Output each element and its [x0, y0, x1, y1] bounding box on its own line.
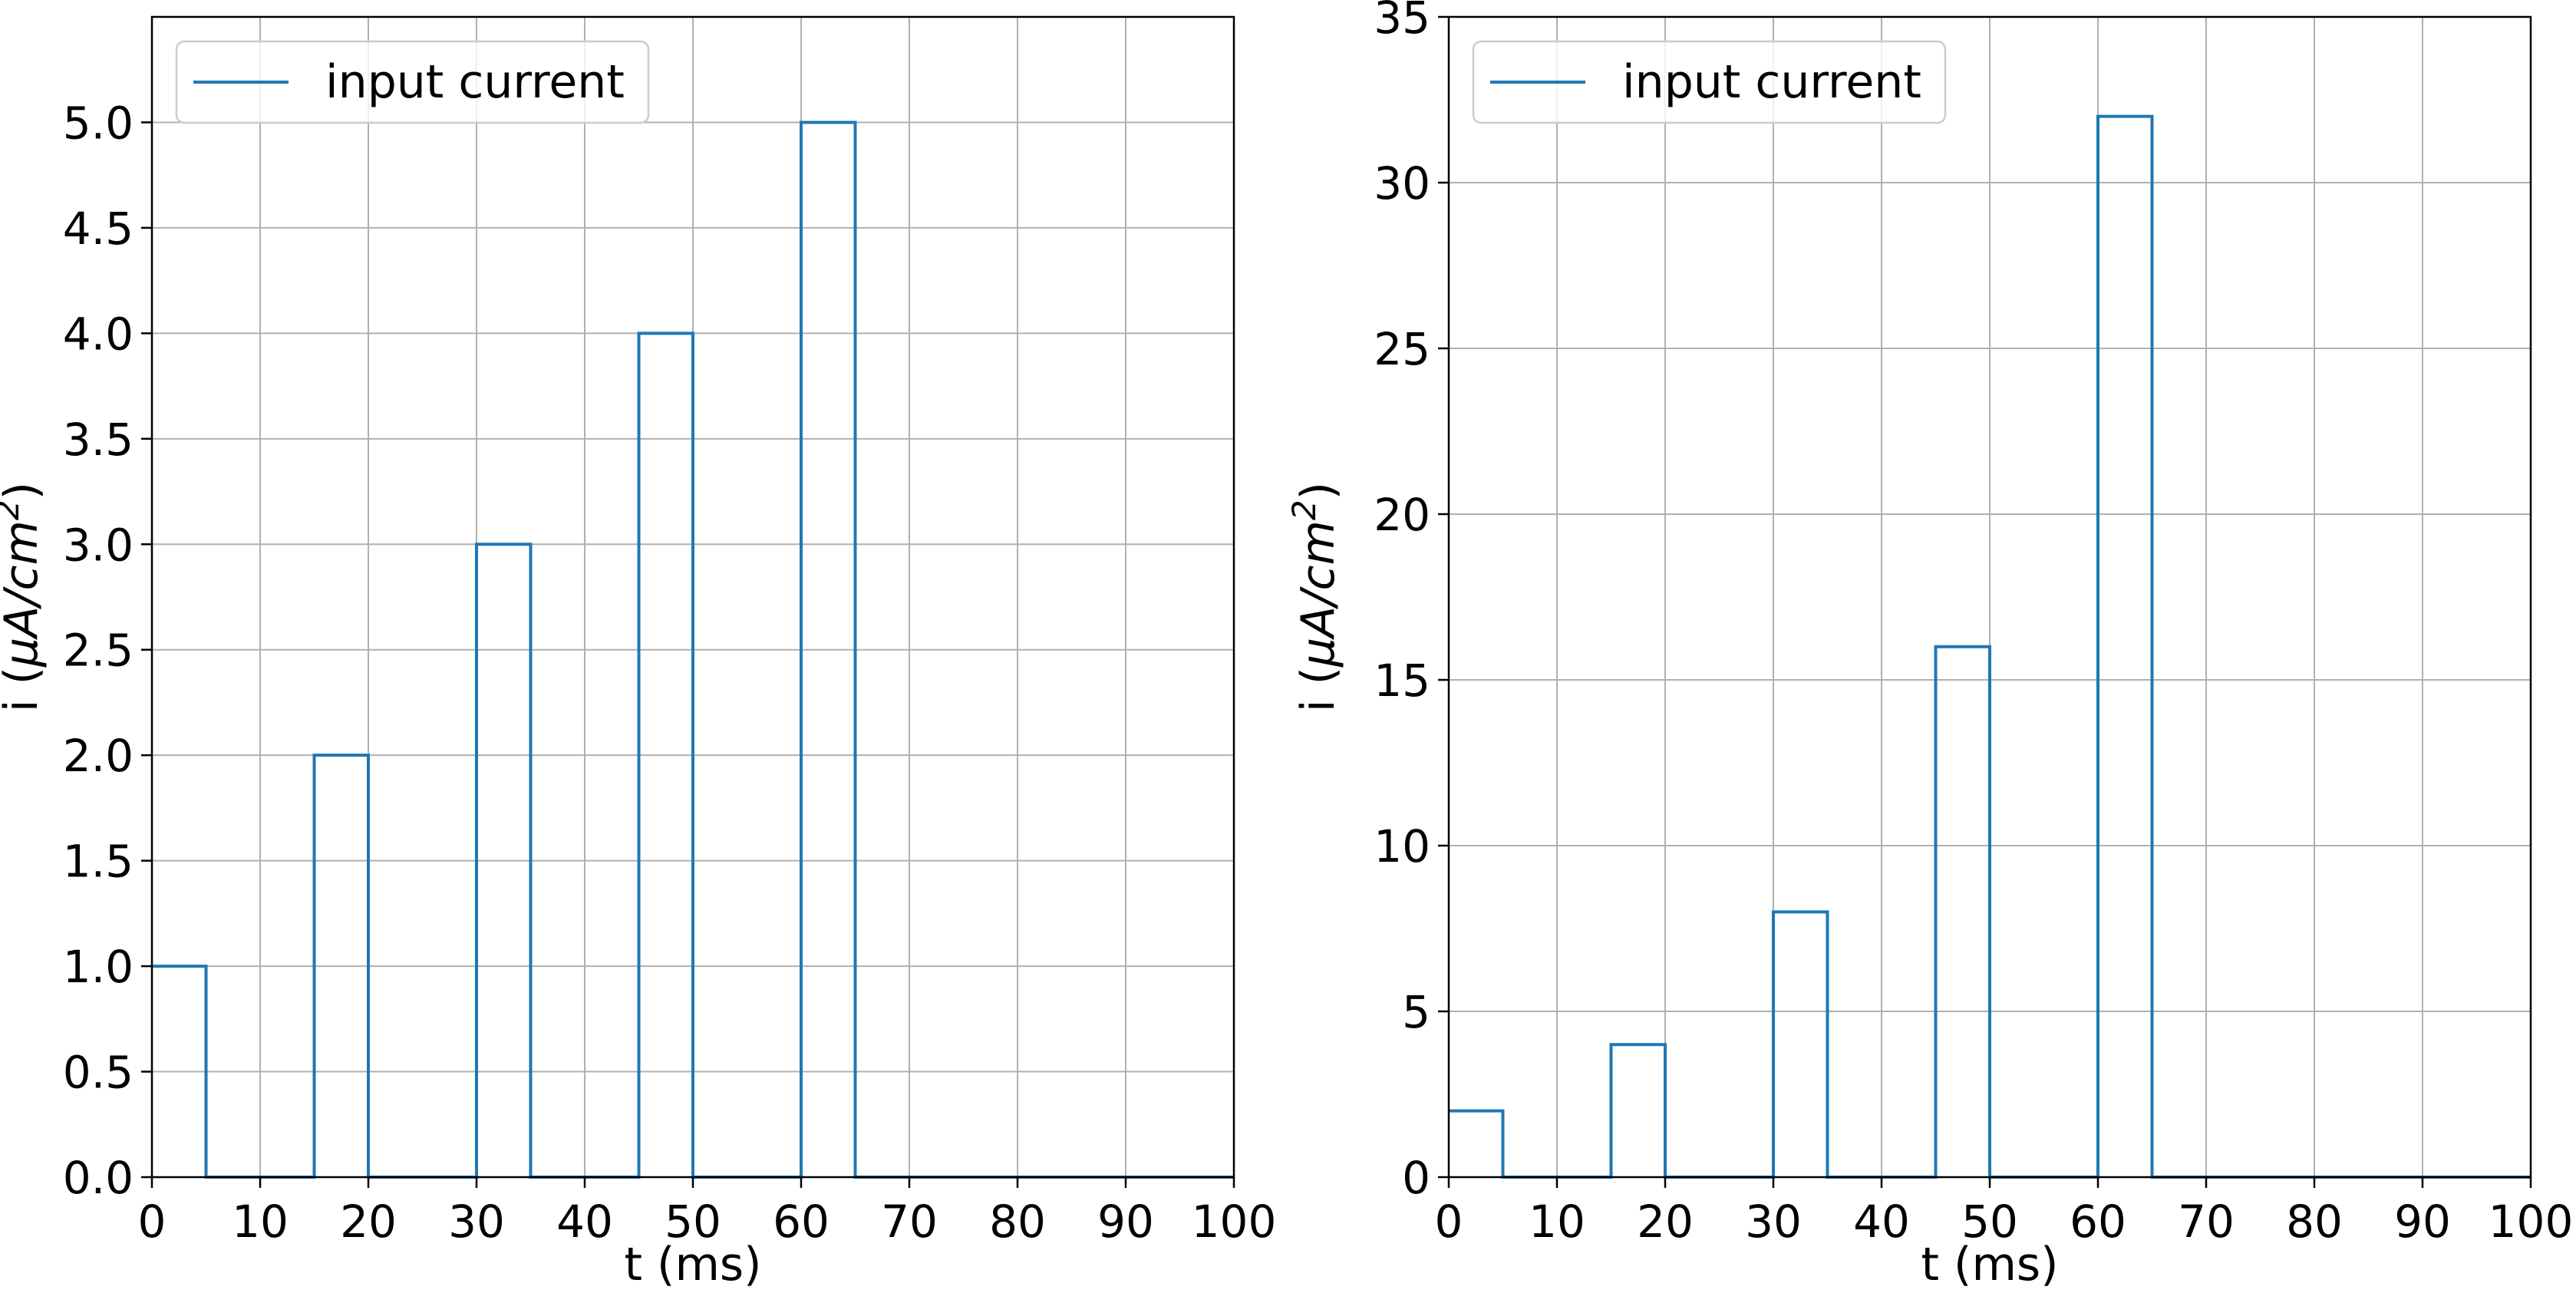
- series-line-1: [152, 120, 1234, 1179]
- x-ticks: 0 10 20 30 40 50 60 70 80 90 100: [1435, 1177, 2574, 1248]
- y-ticks: 0 5 10 15 20 25 30 35: [1374, 0, 1449, 1204]
- x-tick-label-9: 90: [2394, 1196, 2451, 1248]
- legend: input current: [1472, 40, 1947, 124]
- x-tick-label-4: 40: [1853, 1196, 1910, 1248]
- x-tick-label-2: 20: [340, 1196, 397, 1248]
- legend: input current: [175, 40, 650, 124]
- x-tick-label-6: 60: [773, 1196, 830, 1248]
- legend-box: [1472, 40, 1947, 124]
- y-tick-label-1: 0.5: [63, 1047, 134, 1099]
- y-axis-label: i (μA/cm2): [1285, 482, 1345, 712]
- legend-box: [175, 40, 650, 124]
- legend-label-1: input current: [1622, 55, 1921, 109]
- y-tick-label-4: 2.0: [63, 730, 134, 782]
- x-tick-label-5: 50: [1961, 1196, 2018, 1248]
- x-tick-label-0: 0: [1435, 1196, 1463, 1248]
- y-tick-label-6: 30: [1374, 157, 1430, 209]
- x-tick-label-3: 30: [1745, 1196, 1802, 1248]
- x-tick-label-6: 60: [2070, 1196, 2126, 1248]
- y-tick-label-5: 25: [1374, 323, 1430, 375]
- x-ticks: 0 10 20 30 40 50 60 70 80 90 100: [138, 1177, 1277, 1248]
- x-axis-label: t (ms): [1921, 1238, 2058, 1290]
- chart-panel-2: 0 10 20 30 40 50 60 70 80 90 100 0 5 10 15 20 25 30 35 t (m…: [1285, 0, 2574, 1291]
- y-tick-label-9: 4.5: [63, 203, 134, 255]
- x-tick-label-7: 70: [2178, 1196, 2235, 1248]
- y-ticks: 0.0 0.5 1.0 1.5 2.0 2.5 3.0 3.5 4.0 4.5 5.0: [63, 97, 152, 1204]
- x-axis-label: t (ms): [624, 1238, 761, 1290]
- x-tick-label-8: 80: [989, 1196, 1046, 1248]
- x-tick-label-4: 40: [556, 1196, 613, 1248]
- x-tick-label-9: 90: [1097, 1196, 1154, 1248]
- x-tick-label-5: 50: [665, 1196, 721, 1248]
- x-tick-label-10: 100: [1192, 1196, 1277, 1248]
- y-tick-label-0: 0.0: [63, 1152, 134, 1204]
- y-tick-label-7: 3.5: [63, 414, 134, 466]
- y-tick-label-4: 20: [1374, 489, 1430, 541]
- x-tick-label-7: 70: [881, 1196, 938, 1248]
- y-tick-label-6: 3.0: [63, 519, 134, 571]
- y-tick-label-5: 2.5: [63, 625, 134, 677]
- legend-label-1: input current: [325, 55, 625, 109]
- y-tick-label-2: 1.0: [63, 941, 134, 993]
- chart-panel-1: 0 10 20 30 40 50 60 70 80 90 100 0.0 0.5 1.0 1.5 2.0 2.5…: [0, 15, 1277, 1291]
- y-tick-label-7: 35: [1374, 0, 1430, 44]
- y-tick-label-2: 10: [1374, 820, 1430, 872]
- y-axis-label: i (μA/cm2): [0, 482, 48, 712]
- x-tick-label-1: 10: [1529, 1196, 1585, 1248]
- y-tick-label-3: 15: [1374, 655, 1430, 707]
- x-tick-label-3: 30: [448, 1196, 505, 1248]
- x-tick-label-2: 20: [1637, 1196, 1694, 1248]
- x-tick-label-10: 100: [2489, 1196, 2574, 1248]
- y-tick-label-1: 5: [1402, 986, 1430, 1038]
- x-tick-label-8: 80: [2286, 1196, 2343, 1248]
- x-tick-label-0: 0: [138, 1196, 167, 1248]
- y-tick-label-0: 0: [1402, 1152, 1430, 1204]
- y-tick-label-8: 4.0: [63, 308, 134, 360]
- y-tick-label-3: 1.5: [63, 836, 134, 888]
- x-tick-label-1: 10: [232, 1196, 289, 1248]
- series-line-1: [1449, 114, 2531, 1179]
- y-tick-label-10: 5.0: [63, 97, 134, 149]
